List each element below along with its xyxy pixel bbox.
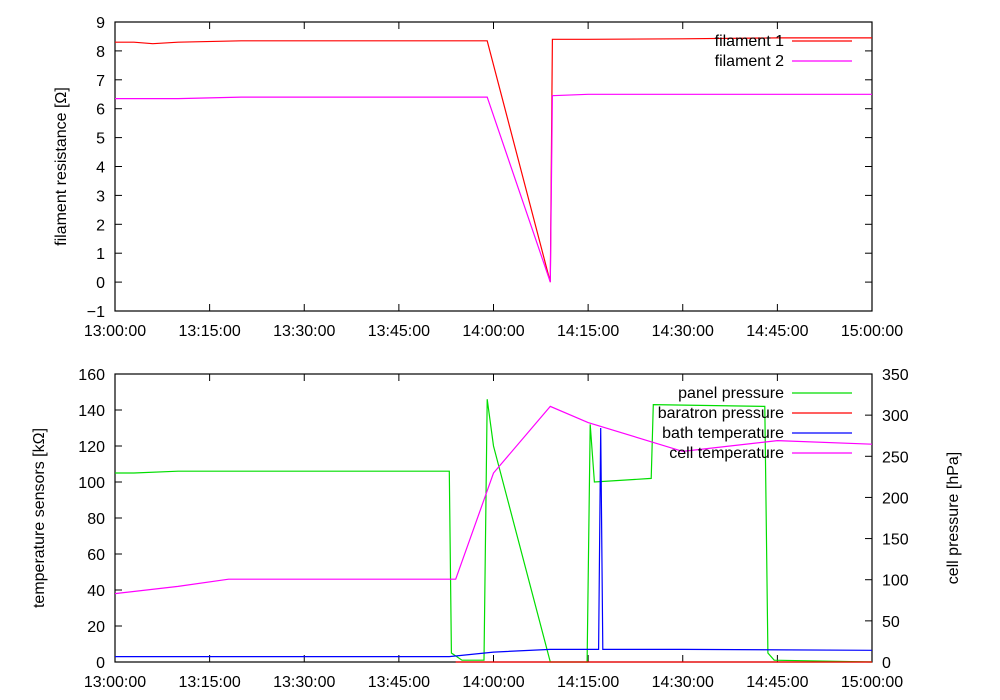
y-tick-label: 5 — [96, 131, 105, 148]
y-tick-label: 60 — [87, 547, 105, 564]
x-tick-label: 13:00:00 — [84, 674, 146, 691]
y2-tick-label: 0 — [882, 655, 891, 672]
x-tick-label: 14:15:00 — [557, 323, 619, 340]
y-tick-label: 3 — [96, 188, 105, 205]
legend-label-bath-temperature: bath temperature — [662, 425, 784, 442]
y-tick-label: 7 — [96, 73, 105, 90]
y-tick-label: 4 — [96, 160, 105, 177]
legend-label-cell-temperature: cell temperature — [669, 445, 784, 462]
x-tick-label: 14:00:00 — [462, 674, 524, 691]
x-tick-label: 14:30:00 — [652, 323, 714, 340]
x-tick-label: 13:45:00 — [368, 674, 430, 691]
x-tick-label: 14:00:00 — [462, 323, 524, 340]
legend-label-baratron-pressure: baratron pressure — [658, 405, 784, 422]
y2-tick-label: 300 — [882, 408, 909, 425]
y-tick-label: 8 — [96, 44, 105, 61]
y-tick-label: 40 — [87, 583, 105, 600]
legend-label-panel-pressure: panel pressure — [678, 385, 784, 402]
y-tick-label: 160 — [78, 367, 105, 384]
legend-label-filament-2: filament 2 — [715, 53, 784, 70]
y-axis-label: temperature sensors [kΩ] — [31, 428, 48, 608]
series-line-panel-pressure — [115, 399, 872, 663]
x-tick-label: 13:15:00 — [178, 674, 240, 691]
y-tick-label: −1 — [87, 304, 105, 321]
x-tick-label: 14:45:00 — [746, 674, 808, 691]
x-tick-label: 13:30:00 — [273, 323, 335, 340]
y-tick-label: 100 — [78, 475, 105, 492]
y-tick-label: 80 — [87, 511, 105, 528]
y-tick-label: 6 — [96, 102, 105, 119]
y2-tick-label: 350 — [882, 367, 909, 384]
y-tick-label: 1 — [96, 246, 105, 263]
y-tick-label: 0 — [96, 655, 105, 672]
y-tick-label: 20 — [87, 619, 105, 636]
x-tick-label: 13:15:00 — [178, 323, 240, 340]
y2-axis-label: cell pressure [hPa] — [945, 452, 962, 585]
y-tick-label: 140 — [78, 403, 105, 420]
x-tick-label: 14:45:00 — [746, 323, 808, 340]
series-line-filament-1 — [115, 37, 872, 283]
y-tick-label: 9 — [96, 15, 105, 32]
x-tick-label: 14:15:00 — [557, 674, 619, 691]
y2-tick-label: 250 — [882, 449, 909, 466]
x-tick-label: 14:30:00 — [652, 674, 714, 691]
y-tick-label: 120 — [78, 439, 105, 456]
y-tick-label: 2 — [96, 217, 105, 234]
x-tick-label: 13:45:00 — [368, 323, 430, 340]
x-tick-label: 15:00:00 — [841, 323, 903, 340]
y2-tick-label: 150 — [882, 532, 909, 549]
y2-tick-label: 50 — [882, 614, 900, 631]
x-tick-label: 15:00:00 — [841, 674, 903, 691]
y-tick-label: 0 — [96, 275, 105, 292]
y2-tick-label: 200 — [882, 490, 909, 507]
series-line-cell-temperature — [115, 405, 872, 595]
y2-tick-label: 100 — [882, 573, 909, 590]
series-line-bath-temperature — [115, 427, 872, 658]
y-axis-label: filament resistance [Ω] — [53, 87, 70, 246]
series-line-filament-2 — [115, 93, 872, 283]
legend-label-filament-1: filament 1 — [715, 33, 784, 50]
x-tick-label: 13:30:00 — [273, 674, 335, 691]
x-tick-label: 13:00:00 — [84, 323, 146, 340]
